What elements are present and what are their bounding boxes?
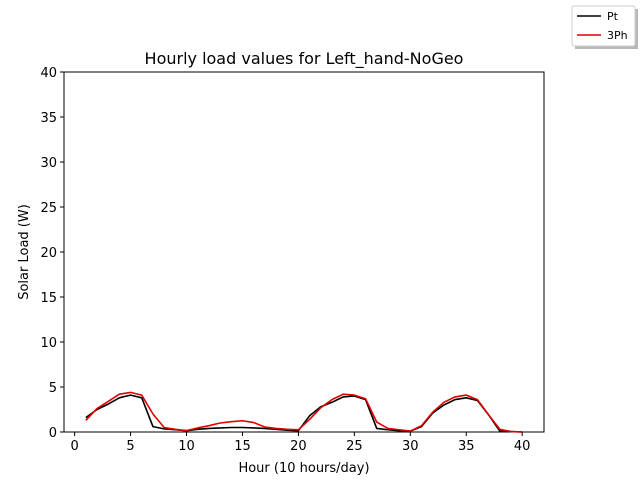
- x-tick-label: 15: [234, 439, 251, 454]
- x-tick-label: 20: [290, 439, 307, 454]
- y-tick-label: 20: [40, 246, 57, 261]
- x-tick-label: 25: [346, 439, 363, 454]
- legend-label-3ph: 3Ph: [607, 29, 628, 42]
- x-tick-label: 35: [458, 439, 475, 454]
- x-axis-ticks: 0 5 10 15 20 25 30 35 40: [70, 432, 530, 454]
- plot-frame: [63, 71, 545, 433]
- y-tick-label: 35: [40, 111, 57, 126]
- x-tick-label: 0: [70, 439, 78, 454]
- y-tick-label: 40: [40, 66, 57, 81]
- plot-area: [63, 71, 545, 433]
- series-line-pt: [85, 394, 523, 433]
- series-lines: [85, 391, 523, 433]
- x-tick-label: 40: [514, 439, 531, 454]
- legend: Pt 3Ph: [571, 5, 638, 49]
- x-tick-label: 5: [126, 439, 134, 454]
- series-line-3ph: [85, 391, 523, 433]
- y-tick-label: 10: [40, 336, 57, 351]
- y-tick-label: 5: [49, 381, 57, 396]
- y-tick-label: 15: [40, 291, 57, 306]
- y-tick-label: 25: [40, 201, 57, 216]
- x-axis-label: Hour (10 hours/day): [238, 461, 369, 476]
- y-axis-label: Solar Load (W): [17, 204, 32, 300]
- y-axis-ticks: 0 5 10 15 20 25 30 35 40: [40, 66, 64, 441]
- y-tick-label: 0: [49, 426, 57, 441]
- x-tick-label: 30: [402, 439, 419, 454]
- x-tick-label: 10: [178, 439, 195, 454]
- y-tick-label: 30: [40, 156, 57, 171]
- legend-label-pt: Pt: [607, 10, 619, 23]
- chart-title: Hourly load values for Left_hand-NoGeo: [145, 49, 464, 69]
